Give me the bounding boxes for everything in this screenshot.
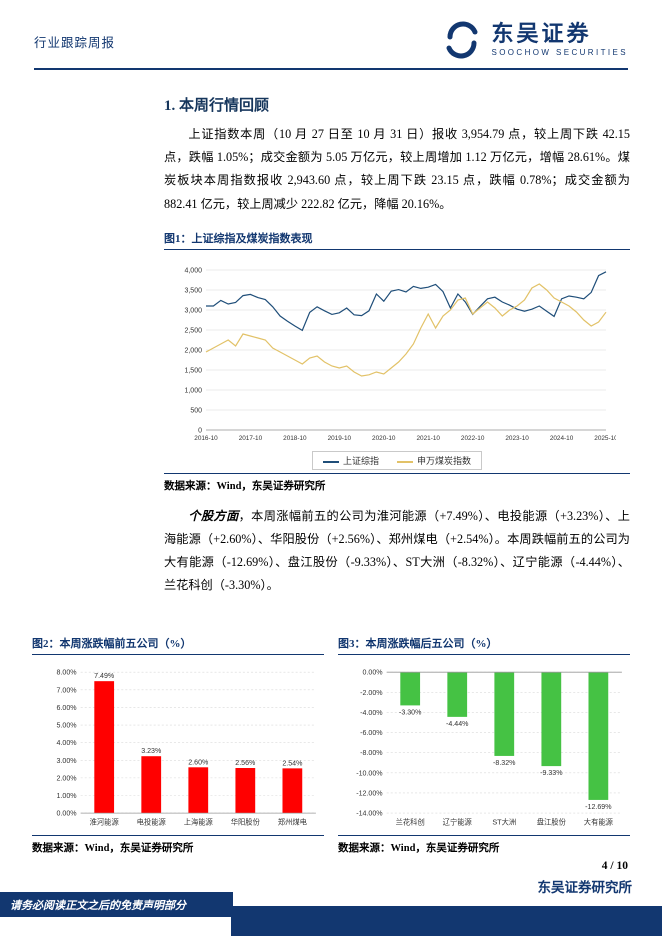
page-header: 行业跟踪周报 东吴证券 SOOCHOW SECURITIES	[0, 0, 662, 60]
svg-text:6.00%: 6.00%	[57, 704, 78, 712]
svg-text:2019-10: 2019-10	[328, 435, 352, 442]
svg-text:-6.00%: -6.00%	[360, 729, 383, 737]
svg-text:郑州煤电: 郑州煤电	[278, 818, 307, 827]
svg-text:7.49%: 7.49%	[94, 672, 115, 680]
figure-2-source: 数据来源：Wind，东吴证券研究所	[32, 834, 324, 855]
svg-text:1.00%: 1.00%	[57, 792, 78, 800]
svg-text:2.54%: 2.54%	[282, 760, 303, 768]
section-title: 1. 本周行情回顾	[164, 98, 270, 114]
footer-corner-block	[231, 906, 662, 936]
svg-text:-8.00%: -8.00%	[360, 750, 383, 758]
svg-text:2.56%: 2.56%	[235, 759, 256, 767]
svg-text:2020-10: 2020-10	[372, 435, 396, 442]
top-gainers-bar-chart: 0.00% 1.00% 2.00% 3.00% 4.00% 5.00% 6.00% 7.00%…	[32, 659, 324, 831]
svg-text:-2.00%: -2.00%	[360, 689, 383, 697]
report-type-label: 行业跟踪周报	[34, 36, 116, 50]
legend-swatch	[397, 460, 413, 463]
svg-text:电投能源: 电投能源	[137, 818, 167, 827]
brand-text: 东吴证券 SOOCHOW SECURITIES	[491, 21, 628, 58]
svg-text:3.23%: 3.23%	[141, 748, 162, 756]
svg-text:-10.00%: -10.00%	[356, 770, 383, 778]
svg-text:2018-10: 2018-10	[283, 435, 307, 442]
legend-item: 上证综指	[322, 454, 379, 467]
svg-text:2.60%: 2.60%	[188, 759, 209, 767]
svg-text:2.00%: 2.00%	[57, 775, 78, 783]
soochow-logo-icon	[446, 21, 478, 59]
figure-1: 图1：上证综指及煤炭指数表现 0 500 1,000 1,500 2,000 2,500 3…	[164, 230, 630, 493]
legend-swatch	[322, 460, 339, 463]
svg-text:2021-10: 2021-10	[416, 435, 440, 442]
footer-brand: 东吴证券研究所	[537, 880, 633, 895]
svg-text:2,500: 2,500	[184, 327, 202, 334]
svg-text:华阳股份: 华阳股份	[231, 818, 261, 827]
svg-text:1,000: 1,000	[184, 387, 202, 394]
svg-text:-3.30%: -3.30%	[399, 709, 422, 717]
brand-name: 东吴证券	[491, 21, 592, 46]
svg-text:-12.00%: -12.00%	[356, 790, 383, 798]
header-divider	[34, 68, 628, 70]
svg-text:0.00%: 0.00%	[363, 669, 384, 677]
top-losers-bar-chart: -14.00% -12.00% -10.00% -8.00% -6.00% -4.00% -…	[338, 659, 630, 831]
svg-text:500: 500	[190, 407, 202, 414]
figure-3-source: 数据来源：Wind，东吴证券研究所	[338, 834, 630, 855]
figure-2: 图2：本周涨跌幅前五公司（%） 0.00% 1.00% 2.00% 3.00% 4.00…	[32, 635, 324, 854]
paragraph-stocks-lead: 个股方面	[188, 508, 239, 523]
svg-text:1,500: 1,500	[184, 367, 202, 374]
figure-1-title: 图1：上证综指及煤炭指数表现	[164, 230, 630, 250]
paragraph-stocks-rest: ，本周涨幅前五的公司为淮河能源（+7.49%）、电投能源（+3.23%）、上海能…	[164, 508, 630, 593]
brand-block: 东吴证券 SOOCHOW SECURITIES	[442, 20, 628, 60]
svg-text:盘江股份: 盘江股份	[537, 818, 567, 827]
svg-text:3,000: 3,000	[184, 307, 202, 314]
figure-1-source: 数据来源：Wind，东吴证券研究所	[164, 472, 630, 493]
svg-text:-4.00%: -4.00%	[360, 709, 383, 717]
legend-item: 申万煤炭指数	[397, 454, 471, 467]
svg-text:2023-10: 2023-10	[505, 435, 529, 442]
svg-text:2016-10: 2016-10	[194, 435, 218, 442]
svg-text:3.00%: 3.00%	[57, 757, 78, 765]
svg-text:2022-10: 2022-10	[461, 435, 485, 442]
svg-text:-8.32%: -8.32%	[493, 759, 516, 767]
svg-text:-12.69%: -12.69%	[585, 803, 612, 811]
page-number: 4 / 10	[601, 860, 628, 872]
svg-text:2025-10: 2025-10	[594, 435, 616, 442]
svg-text:大有能源: 大有能源	[584, 818, 614, 827]
svg-text:8.00%: 8.00%	[57, 669, 78, 677]
svg-text:-14.00%: -14.00%	[356, 810, 383, 818]
svg-text:2,000: 2,000	[184, 347, 202, 354]
paragraph-stocks: 个股方面，本周涨幅前五的公司为淮河能源（+7.49%）、电投能源（+3.23%）…	[164, 505, 630, 598]
figure-3: 图3：本周涨跌幅后五公司（%） -14.00% -12.00% -10.00% -8.…	[338, 635, 630, 854]
svg-text:4.00%: 4.00%	[57, 740, 78, 748]
svg-text:2017-10: 2017-10	[239, 435, 263, 442]
svg-text:上海能源: 上海能源	[184, 818, 214, 827]
report-body: 1. 本周行情回顾 上证指数本周（10 月 27 日至 10 月 31 日）报收…	[0, 94, 662, 855]
svg-text:2024-10: 2024-10	[550, 435, 574, 442]
svg-text:淮河能源: 淮河能源	[90, 818, 120, 827]
svg-text:ST大洲: ST大洲	[492, 818, 516, 827]
svg-text:4,000: 4,000	[184, 267, 202, 274]
disclaimer-text: 请务必阅读正文之后的免责声明部分	[10, 899, 186, 912]
line-chart-legend: 上证综指 申万煤炭指数	[311, 450, 483, 470]
svg-text:0.00%: 0.00%	[57, 810, 78, 818]
brand-subtitle: SOOCHOW SECURITIES	[491, 48, 628, 58]
paragraph-market-review: 上证指数本周（10 月 27 日至 10 月 31 日）报收 3,954.79 …	[164, 127, 630, 211]
figure-2-title: 图2：本周涨跌幅前五公司（%）	[32, 635, 324, 656]
svg-text:5.00%: 5.00%	[57, 722, 78, 730]
figure-3-title: 图3：本周涨跌幅后五公司（%）	[338, 635, 630, 656]
svg-text:0: 0	[198, 427, 202, 434]
svg-text:-9.33%: -9.33%	[540, 770, 563, 778]
disclaimer-bar: 请务必阅读正文之后的免责声明部分	[0, 892, 233, 917]
svg-text:3,500: 3,500	[184, 287, 202, 294]
svg-text:7.00%: 7.00%	[57, 687, 78, 695]
line-chart-canvas: 0 500 1,000 1,500 2,000 2,500 3,000 3,500 4,000 2…	[164, 254, 630, 450]
svg-text:-4.44%: -4.44%	[446, 720, 469, 728]
figure-row: 图2：本周涨跌幅前五公司（%） 0.00% 1.00% 2.00% 3.00% 4.00…	[32, 621, 630, 854]
svg-text:辽宁能源: 辽宁能源	[443, 818, 473, 827]
svg-text:兰花科创: 兰花科创	[396, 818, 425, 827]
